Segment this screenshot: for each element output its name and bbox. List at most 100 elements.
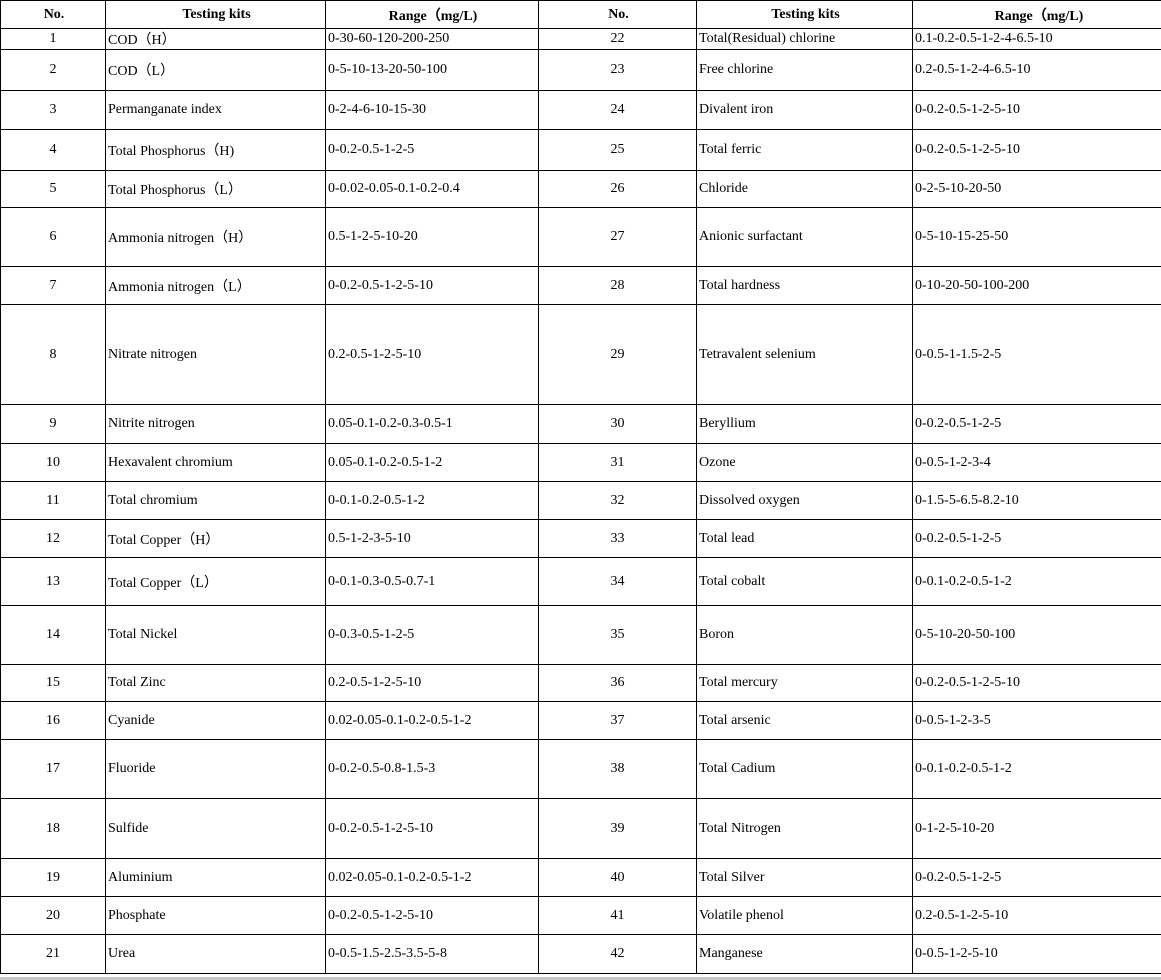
cell-range: 0.2-0.5-1-2-5-10 <box>912 896 1161 935</box>
table-row: 3 Permanganate index 0-2-4-6-10-15-30 24 Div… <box>0 90 1161 130</box>
cell-range: 0-10-20-50-100-200 <box>912 266 1161 305</box>
cell-number: 2 <box>0 49 106 91</box>
cell-testing-kit: Fluoride <box>105 739 326 799</box>
cell-number: 22 <box>538 28 697 50</box>
cell-testing-kit: Total Cadium <box>696 739 913 799</box>
cell-testing-kit: Total cobalt <box>696 557 913 606</box>
table-row: 18 Sulfide 0-0.2-0.5-1-2-5-10 39 Total Nitro… <box>0 798 1161 859</box>
cell-number: 7 <box>0 266 106 305</box>
cell-testing-kit: Total Phosphorus（H) <box>105 129 326 171</box>
table-row: 2 COD（L） 0-5-10-13-20-50-100 23 Free chlorin… <box>0 49 1161 91</box>
cell-number: 29 <box>538 304 697 405</box>
table-row: 6 Ammonia nitrogen（H） 0.5-1-2-5-10-20 27 Ani… <box>0 207 1161 267</box>
table-row: 21 Urea 0-0.5-1.5-2.5-3.5-5-8 42 Manganese 0-… <box>0 934 1161 974</box>
header-testing-kits: Testing kits <box>696 0 913 29</box>
cell-number: 32 <box>538 481 697 520</box>
cell-testing-kit: Total(Residual) chlorine <box>696 28 913 50</box>
cell-range: 0-0.5-1-2-3-5 <box>912 701 1161 740</box>
cell-range: 0-5-10-15-25-50 <box>912 207 1161 267</box>
cell-range: 0-0.2-0.5-1-2-5 <box>912 858 1161 897</box>
cell-range: 0-1-2-5-10-20 <box>912 798 1161 859</box>
cell-number: 4 <box>0 129 106 171</box>
header-range: Range（mg/L) <box>912 0 1161 29</box>
header-testing-kits: Testing kits <box>105 0 326 29</box>
cell-range: 0-0.2-0.5-1-2-5 <box>912 519 1161 558</box>
cell-number: 42 <box>538 934 697 974</box>
cell-number: 30 <box>538 404 697 444</box>
cell-number: 25 <box>538 129 697 171</box>
cell-range: 0-0.5-1.5-2.5-3.5-5-8 <box>325 934 539 974</box>
cell-testing-kit: Boron <box>696 605 913 665</box>
cell-number: 12 <box>0 519 106 558</box>
cell-testing-kit: Total ferric <box>696 129 913 171</box>
cell-number: 15 <box>0 664 106 702</box>
cell-number: 34 <box>538 557 697 606</box>
cell-testing-kit: Chloride <box>696 170 913 208</box>
table-row: 11 Total chromium 0-0.1-0.2-0.5-1-2 32 Disso… <box>0 481 1161 520</box>
header-row: No. Testing kits Range（mg/L) No. Testing… <box>0 0 1161 29</box>
table-row: 1 COD（H） 0-30-60-120-200-250 22 Total(Residu… <box>0 28 1161 50</box>
cell-range: 0-0.1-0.3-0.5-0.7-1 <box>325 557 539 606</box>
table-row: 19 Aluminium 0.02-0.05-0.1-0.2-0.5-1-2 40 To… <box>0 858 1161 897</box>
cell-range: 0-0.5-1-2-5-10 <box>912 934 1161 974</box>
cell-range: 0-0.2-0.5-1-2-5 <box>912 404 1161 444</box>
header-no: No. <box>0 0 106 29</box>
cell-number: 16 <box>0 701 106 740</box>
table-row: 16 Cyanide 0.02-0.05-0.1-0.2-0.5-1-2 37 Tota… <box>0 701 1161 740</box>
cell-number: 40 <box>538 858 697 897</box>
cell-range: 0-2-5-10-20-50 <box>912 170 1161 208</box>
cell-range: 0-2-4-6-10-15-30 <box>325 90 539 130</box>
cell-range: 0-0.2-0.5-1-2-5-10 <box>325 896 539 935</box>
cell-range: 0-0.1-0.2-0.5-1-2 <box>912 739 1161 799</box>
cell-range: 0-0.2-0.5-1-2-5-10 <box>325 798 539 859</box>
cell-testing-kit: Total hardness <box>696 266 913 305</box>
cell-range: 0.5-1-2-3-5-10 <box>325 519 539 558</box>
cell-range: 0-0.2-0.5-1-2-5-10 <box>912 664 1161 702</box>
cell-number: 27 <box>538 207 697 267</box>
cell-number: 21 <box>0 934 106 974</box>
cell-testing-kit: Divalent iron <box>696 90 913 130</box>
cell-number: 39 <box>538 798 697 859</box>
cell-range: 0-0.5-1-2-3-4 <box>912 443 1161 482</box>
cell-number: 26 <box>538 170 697 208</box>
cell-testing-kit: Free chlorine <box>696 49 913 91</box>
cell-range: 0-0.2-0.5-1-2-5-10 <box>325 266 539 305</box>
cell-range: 0-0.2-0.5-1-2-5 <box>325 129 539 171</box>
cell-testing-kit: COD（L） <box>105 49 326 91</box>
cell-range: 0.1-0.2-0.5-1-2-4-6.5-10 <box>912 28 1161 50</box>
cell-range: 0.02-0.05-0.1-0.2-0.5-1-2 <box>325 701 539 740</box>
cell-testing-kit: Hexavalent chromium <box>105 443 326 482</box>
cell-range: 0-0.02-0.05-0.1-0.2-0.4 <box>325 170 539 208</box>
cell-testing-kit: Sulfide <box>105 798 326 859</box>
cell-number: 3 <box>0 90 106 130</box>
cell-testing-kit: Beryllium <box>696 404 913 444</box>
cell-range: 0.2-0.5-1-2-4-6.5-10 <box>912 49 1161 91</box>
cell-testing-kit: Ammonia nitrogen（L） <box>105 266 326 305</box>
cell-range: 0-5-10-20-50-100 <box>912 605 1161 665</box>
cell-testing-kit: Total arsenic <box>696 701 913 740</box>
table-row: 17 Fluoride 0-0.2-0.5-0.8-1.5-3 38 Total Cad… <box>0 739 1161 799</box>
cell-testing-kit: Anionic surfactant <box>696 207 913 267</box>
cell-testing-kit: Total lead <box>696 519 913 558</box>
table-row: 7 Ammonia nitrogen（L） 0-0.2-0.5-1-2-5-10 28… <box>0 266 1161 305</box>
cell-range: 0-0.1-0.2-0.5-1-2 <box>325 481 539 520</box>
table-row: 9 Nitrite nitrogen 0.05-0.1-0.2-0.3-0.5-1 3… <box>0 404 1161 444</box>
cell-range: 0.5-1-2-5-10-20 <box>325 207 539 267</box>
cell-number: 36 <box>538 664 697 702</box>
cell-testing-kit: Dissolved oxygen <box>696 481 913 520</box>
cell-testing-kit: Total Nitrogen <box>696 798 913 859</box>
table-row: 10 Hexavalent chromium 0.05-0.1-0.2-0.5-1-… <box>0 443 1161 482</box>
cell-range: 0-0.3-0.5-1-2-5 <box>325 605 539 665</box>
cell-testing-kit: Total Zinc <box>105 664 326 702</box>
cell-testing-kit: Cyanide <box>105 701 326 740</box>
cell-range: 0-0.1-0.2-0.5-1-2 <box>912 557 1161 606</box>
cell-testing-kit: Total mercury <box>696 664 913 702</box>
cell-testing-kit: Urea <box>105 934 326 974</box>
cell-number: 28 <box>538 266 697 305</box>
cell-range: 0-0.5-1-1.5-2-5 <box>912 304 1161 405</box>
cell-testing-kit: Nitrate nitrogen <box>105 304 326 405</box>
cell-testing-kit: Volatile phenol <box>696 896 913 935</box>
cell-number: 6 <box>0 207 106 267</box>
cell-number: 14 <box>0 605 106 665</box>
horizontal-scrollbar[interactable] <box>0 977 1161 980</box>
